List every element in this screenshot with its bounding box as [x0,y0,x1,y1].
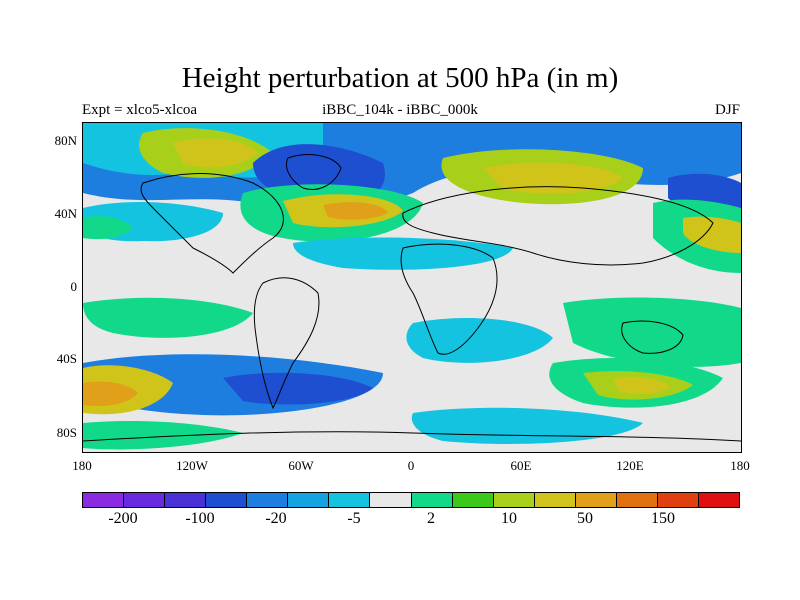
legend-label-1: -200 [108,510,138,527]
difference-label: iBBC_104k - iBBC_000k [322,102,478,118]
africa-outline [400,243,498,355]
legend-swatch-7 [329,493,371,507]
arctic-orange-patch [173,138,258,168]
legend-swatch-11 [493,493,535,507]
map-field [83,123,741,452]
north-america-outline [140,173,284,274]
pacific-yellow [683,216,741,253]
npacific-green [83,216,133,240]
plot-title: Height perturbation at 500 hPa (in m) [181,62,619,94]
south-indian-lightblue [406,318,553,363]
legend-label-6: 10 [501,510,517,527]
legend-swatch-10 [452,493,494,507]
south-east-yellow [613,377,671,395]
lat-label-40n: 40N [54,206,77,221]
legend-label-3: -20 [265,510,287,527]
lon-label-60e: 60E [510,458,532,473]
color-legend [82,492,740,508]
legend-label-7: 50 [577,510,593,527]
eurasia-yellow-core [483,162,623,194]
legend-swatch-14 [616,493,658,507]
lon-label-180w: 180 [72,458,92,473]
far-south-green [83,421,243,450]
legend-label-2: -100 [185,510,215,527]
lat-label-0: 0 [70,279,78,294]
eurasia-outline [402,186,714,266]
greenland-outline [286,154,342,190]
lon-label-0: 0 [407,458,415,473]
antarctica-outline [83,431,741,442]
atlantic-orange [323,202,388,220]
legend-swatch-12 [534,493,576,507]
lat-label-80n: 80N [54,133,77,148]
legend-label-4: -5 [347,510,361,527]
south-america-outline [253,277,320,410]
season-label: DJF [714,102,740,118]
height-perturbation-map [82,122,742,453]
experiment-label: Expt = xlco5-xlcoa [82,102,198,118]
legend-swatch-13 [575,493,617,507]
lon-label-180e: 180 [730,458,750,473]
legend-swatch-3 [165,493,207,507]
east-pacific-green [83,297,253,338]
coastlines [83,154,741,442]
legend-swatch-9 [411,493,453,507]
south-atlantic-green [563,297,741,367]
australia-outline [621,320,684,354]
legend-swatch-5 [247,493,289,507]
legend-swatch-4 [206,493,248,507]
legend-swatch-2 [124,493,166,507]
legend-swatch-6 [288,493,330,507]
lon-label-120w: 120W [176,458,208,473]
legend-swatch-15 [657,493,699,507]
legend-swatch-16 [698,493,739,507]
legend-swatch-1 [83,493,125,507]
lon-label-120e: 120E [616,458,644,473]
lat-label-80s: 80S [56,425,77,440]
legend-label-8: 150 [651,510,675,527]
legend-swatch-8 [370,493,412,507]
lon-label-60w: 60W [288,458,314,473]
lat-label-40s: 40S [56,351,77,366]
south-ocean-deep-blue [223,372,373,405]
south-pacific-orange [83,381,138,407]
legend-label-5: 2 [427,510,435,527]
